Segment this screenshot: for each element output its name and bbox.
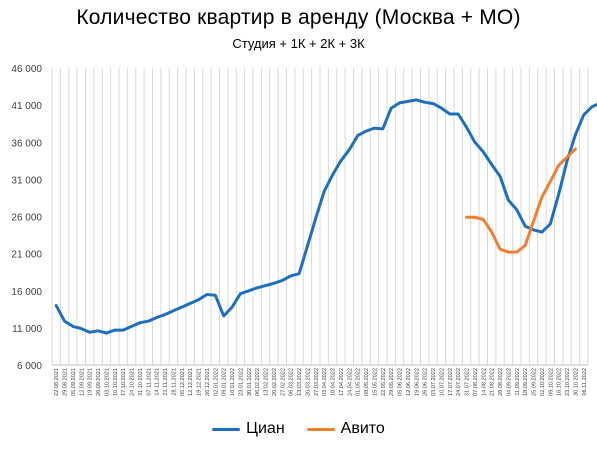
legend-item-avito: Авито [306, 420, 385, 438]
x-tick-label: 30.01.2022 [247, 368, 253, 396]
x-tick-label: 19.12.2021 [197, 368, 203, 396]
y-tick-label: 31 000 [11, 175, 42, 186]
x-tick-label: 24.10.2021 [130, 368, 136, 396]
y-tick-label: 16 000 [11, 287, 42, 298]
x-tick-label: 28.11.2021 [171, 368, 177, 396]
y-tick-label: 36 000 [11, 138, 42, 149]
x-tick-label: 21.11.2021 [163, 368, 169, 396]
x-tick-label: 25.09.2022 [532, 368, 538, 396]
y-tick-label: 6 000 [17, 361, 42, 372]
x-tick-label: 17.10.2021 [121, 368, 127, 396]
x-tick-label: 03.04.2022 [322, 368, 328, 396]
legend-label-avito: Авито [340, 420, 385, 437]
x-tick-label: 18.09.2022 [523, 368, 529, 396]
x-tick-label: 19.09.2021 [88, 368, 94, 396]
x-tick-label: 10.07.2022 [439, 368, 445, 396]
x-tick-label: 05.09.2021 [71, 368, 77, 396]
x-tick-label: 22.05.2022 [381, 368, 387, 396]
x-tick-label: 15.05.2022 [372, 368, 378, 396]
x-tick-label: 24.04.2022 [347, 368, 353, 396]
x-tick-label: 13.02.2022 [264, 368, 270, 396]
x-tick-label: 10.10.2021 [113, 368, 119, 396]
x-tick-label: 16.10.2022 [557, 368, 563, 396]
x-tick-label: 07.11.2021 [146, 368, 152, 396]
x-tick-label: 03.07.2022 [431, 368, 437, 396]
legend-item-cian: Циан [212, 420, 285, 438]
x-tick-label: 22.08.2021 [54, 368, 60, 396]
x-tick-label: 19.06.2022 [414, 368, 420, 396]
x-tick-label: 12.09.2021 [79, 368, 85, 396]
x-tick-label: 11.09.2022 [515, 368, 521, 396]
x-tick-label: 06.02.2022 [255, 368, 261, 396]
x-tick-label: 20.02.2022 [272, 368, 278, 396]
y-tick-label: 26 000 [11, 213, 42, 224]
x-tick-label: 06.11.2022 [582, 368, 588, 396]
x-tick-label: 06.03.2022 [289, 368, 295, 396]
x-tick-label: 09.10.2022 [548, 368, 554, 396]
x-tick-label: 21.08.2022 [490, 368, 496, 396]
y-tick-label: 21 000 [11, 250, 42, 261]
x-tick-label: 20.03.2022 [305, 368, 311, 396]
x-tick-label: 26.12.2021 [205, 368, 211, 396]
x-tick-label: 23.10.2022 [565, 368, 571, 396]
x-tick-label: 31.07.2022 [465, 368, 471, 396]
legend-swatch-avito [306, 427, 335, 431]
x-tick-label: 12.12.2021 [188, 368, 194, 396]
legend-label-cian: Циан [246, 420, 285, 437]
x-tick-label: 26.06.2022 [423, 368, 429, 396]
x-tick-label: 09.01.2022 [222, 368, 228, 396]
x-tick-label: 10.04.2022 [331, 368, 337, 396]
x-tick-label: 03.10.2021 [104, 368, 110, 396]
x-tick-label: 14.11.2021 [155, 368, 161, 396]
x-tick-label: 04.09.2022 [506, 368, 512, 396]
x-tick-label: 01.05.2022 [356, 368, 362, 396]
y-tick-label: 46 000 [11, 64, 42, 75]
x-tick-label: 24.07.2022 [456, 368, 462, 396]
x-tick-label: 27.03.2022 [314, 368, 320, 396]
x-tick-label: 29.08.2021 [63, 368, 69, 396]
x-tick-label: 05.06.2022 [398, 368, 404, 396]
x-tick-label: 08.05.2022 [364, 368, 370, 396]
x-tick-label: 31.10.2021 [138, 368, 144, 396]
x-tick-label: 29.05.2022 [389, 368, 395, 396]
x-tick-label: 14.08.2022 [481, 368, 487, 396]
y-tick-label: 11 000 [12, 324, 42, 335]
x-tick-label: 28.08.2022 [498, 368, 504, 396]
x-tick-label: 17.04.2022 [339, 368, 345, 396]
x-tick-label: 05.12.2021 [180, 368, 186, 396]
x-tick-label: 17.07.2022 [448, 368, 454, 396]
x-tick-label: 16.01.2022 [230, 368, 236, 396]
y-tick-label: 41 000 [11, 101, 42, 112]
chart-title: Количество квартир в аренду (Москва + МО… [76, 6, 521, 29]
x-tick-label: 12.06.2022 [406, 368, 412, 396]
x-tick-label: 13.03.2022 [297, 368, 303, 396]
legend: Циан Авито [0, 420, 597, 438]
x-tick-label: 02.10.2022 [540, 368, 546, 396]
x-tick-label: 07.08.2022 [473, 368, 479, 396]
x-tick-label: 30.10.2022 [573, 368, 579, 396]
x-tick-label: 26.09.2021 [96, 368, 102, 396]
legend-swatch-cian [212, 427, 241, 431]
series-line-cian [54, 98, 597, 335]
series-line-avito [465, 147, 577, 254]
x-tick-label: 27.02.2022 [280, 368, 286, 396]
x-tick-label: 23.01.2022 [238, 368, 244, 396]
chart-subtitle: Студия + 1К + 2К + 3К [232, 36, 365, 51]
x-tick-label: 02.01.2022 [213, 368, 219, 396]
